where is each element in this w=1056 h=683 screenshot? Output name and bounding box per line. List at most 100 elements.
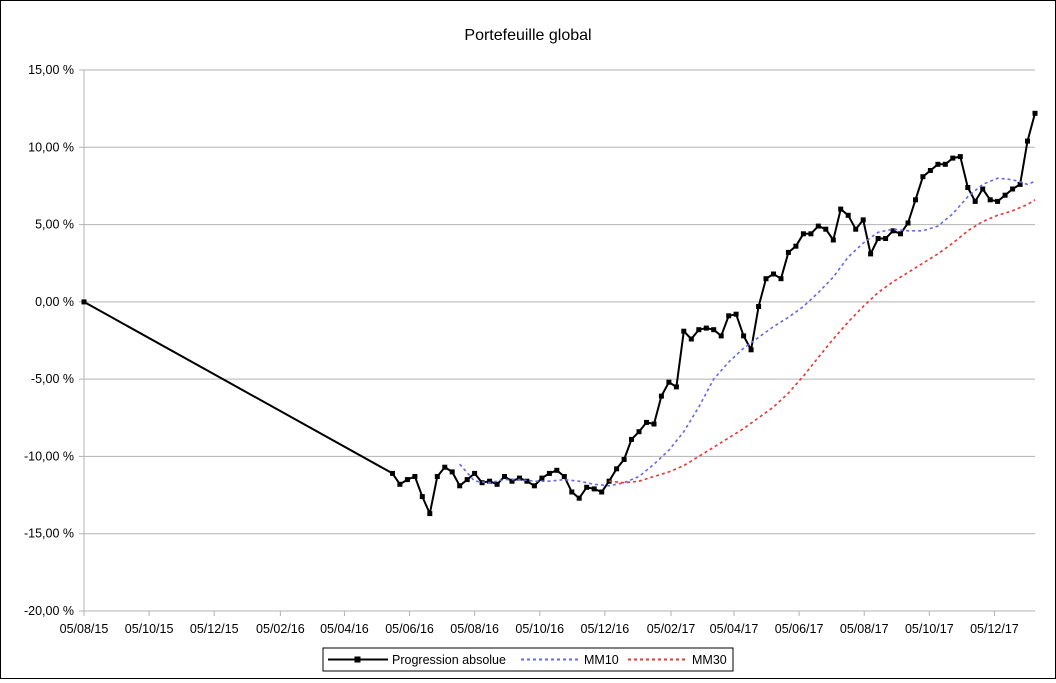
data-point: [875, 236, 881, 241]
data-point: [502, 474, 507, 479]
x-tick-label: 05/12/15: [190, 622, 239, 636]
data-point: [756, 304, 762, 309]
data-point: [703, 325, 709, 331]
y-tick-label: 10,00 %: [28, 140, 74, 154]
y-tick-label: 5,00 %: [35, 218, 74, 232]
x-tick-label: 05/02/17: [647, 622, 696, 636]
legend-marker-progression: [354, 656, 361, 663]
data-point: [412, 474, 418, 479]
data-point: [733, 311, 739, 317]
data-point: [561, 474, 567, 479]
data-point: [741, 333, 747, 339]
data-point: [434, 474, 440, 479]
data-point: [636, 429, 642, 435]
data-point: [1017, 181, 1023, 187]
x-tick-label: 05/06/17: [775, 622, 824, 636]
data-point: [539, 475, 545, 481]
x-tick-label: 05/08/15: [60, 622, 109, 636]
y-tick-label: -20,00 %: [24, 604, 74, 618]
x-tick-label: 05/10/15: [125, 622, 174, 636]
data-point: [965, 185, 971, 190]
data-point: [658, 393, 664, 399]
data-point: [442, 464, 448, 470]
data-point: [950, 155, 956, 161]
data-point: [464, 477, 470, 483]
data-point: [905, 220, 911, 226]
data-point: [397, 481, 403, 487]
data-point: [987, 197, 993, 203]
data-point: [427, 511, 433, 517]
x-tick-label: 05/12/17: [970, 622, 1019, 636]
data-point: [1010, 186, 1016, 192]
series-line-mm30: [609, 199, 1036, 484]
data-point: [1002, 192, 1008, 198]
data-point: [472, 470, 478, 476]
data-point: [1032, 110, 1038, 116]
data-point: [868, 251, 874, 257]
plot-area: [81, 110, 1038, 517]
data-point: [457, 483, 463, 489]
data-point: [681, 328, 687, 334]
data-point: [517, 475, 522, 481]
data-point: [419, 494, 425, 500]
x-tick-label: 05/02/16: [256, 622, 305, 636]
x-tick-label: 05/10/16: [515, 622, 564, 636]
data-point: [509, 478, 515, 484]
data-point: [995, 198, 1001, 204]
x-tick-label: 05/12/16: [581, 622, 630, 636]
data-point: [778, 276, 784, 282]
data-point: [651, 421, 657, 427]
y-tick-label: -10,00 %: [24, 449, 74, 463]
legend: Progression absolue MM10 MM30: [322, 647, 734, 672]
data-point: [591, 486, 597, 492]
data-point: [763, 276, 769, 282]
x-tick-label: 05/10/17: [905, 622, 954, 636]
data-point: [815, 223, 821, 229]
series-line-mm10: [459, 177, 1036, 487]
data-point: [942, 161, 948, 167]
data-point: [800, 231, 806, 237]
data-point: [785, 249, 791, 255]
data-point: [666, 379, 672, 385]
data-point: [1025, 138, 1030, 144]
data-point: [81, 299, 87, 305]
data-point: [898, 231, 903, 237]
y-tick-label: 15,00 %: [28, 63, 74, 77]
data-point: [614, 466, 620, 472]
data-point: [688, 336, 694, 342]
data-point: [546, 470, 552, 476]
data-point: [531, 483, 537, 489]
data-point: [584, 484, 590, 490]
chart-title: Portefeuille global: [464, 27, 591, 44]
data-point: [957, 154, 963, 160]
y-tick-labels: 15,00 % 10,00 % 5,00 % 0,00 % -5,00 % -10,00 …: [24, 63, 74, 618]
data-point: [808, 231, 814, 237]
y-tick-label: 0,00 %: [35, 295, 74, 309]
data-point: [927, 168, 933, 173]
data-point: [644, 419, 649, 425]
x-tick-labels: 05/08/15 05/10/15 05/12/15 05/02/16 05/04/16…: [60, 622, 1019, 636]
gridlines: [84, 69, 1035, 612]
data-point: [711, 327, 717, 333]
data-point: [524, 478, 530, 484]
data-point: [823, 226, 829, 232]
data-point: [569, 489, 575, 495]
data-point: [920, 174, 926, 180]
data-point: [629, 436, 634, 442]
data-point: [696, 327, 702, 333]
legend-label-progression: Progression absolue: [392, 653, 506, 667]
series-line-progression: [83, 113, 1036, 515]
data-point: [883, 236, 889, 241]
legend-label-mm10: MM10: [584, 653, 619, 667]
data-point: [576, 495, 582, 501]
data-point: [599, 489, 605, 495]
data-point: [404, 477, 410, 483]
data-point: [845, 212, 851, 218]
data-point: [853, 226, 859, 232]
data-point: [890, 228, 896, 234]
data-point: [726, 313, 732, 319]
data-point: [494, 481, 500, 487]
data-point: [838, 206, 844, 212]
x-tick-label: 05/08/17: [840, 622, 889, 636]
